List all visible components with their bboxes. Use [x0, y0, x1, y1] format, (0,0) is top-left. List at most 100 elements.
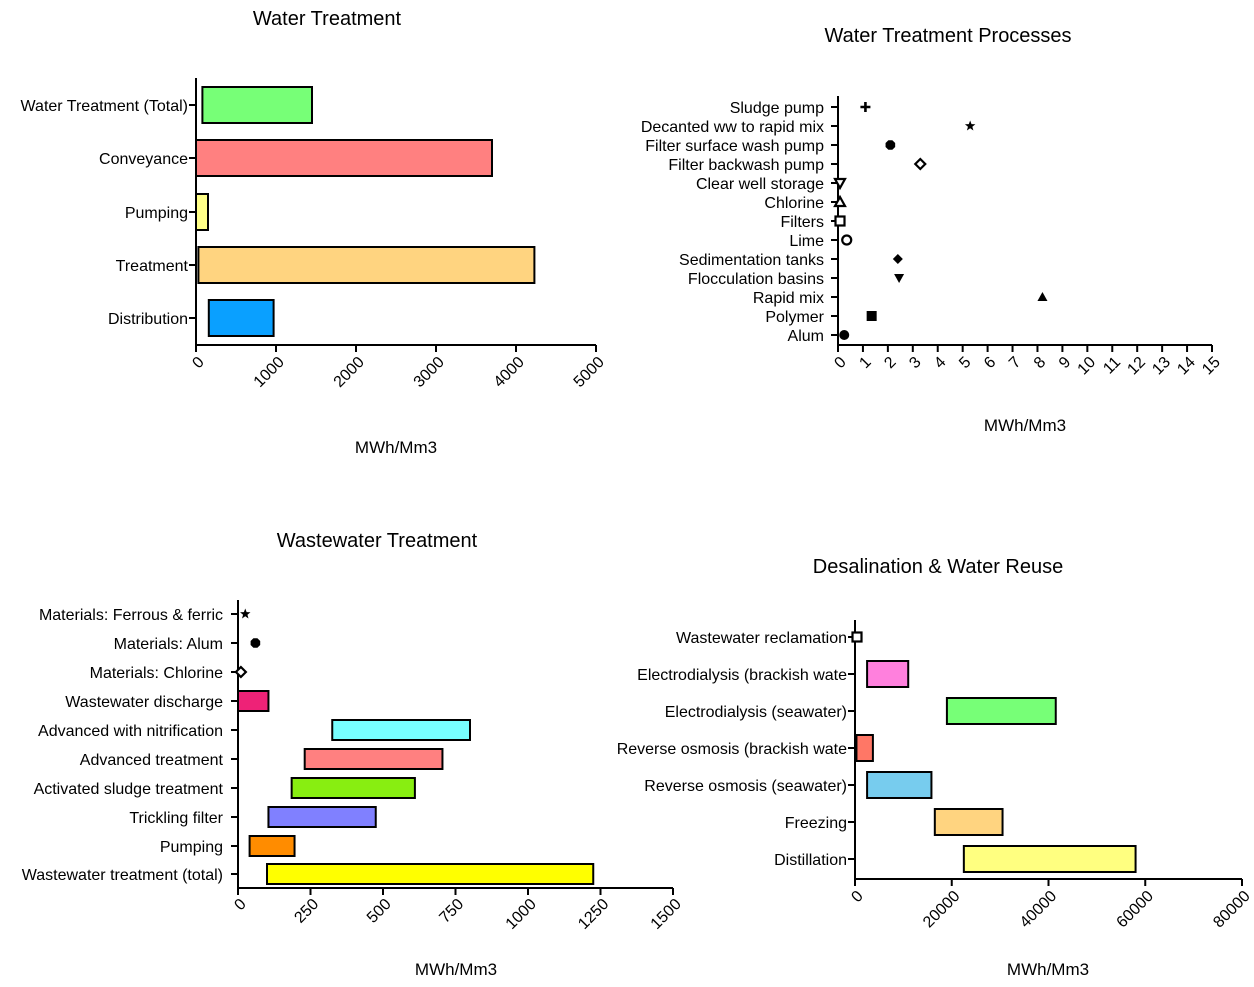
category-label: Electrodialysis (seawater): [665, 704, 847, 721]
category-label: Water Treatment (Total): [21, 98, 188, 115]
data-point: [913, 157, 927, 171]
x-tick-label: 5000: [571, 354, 608, 391]
data-point: [851, 631, 863, 643]
bar-7: [290, 777, 416, 799]
x-tick-label: 5: [956, 354, 974, 372]
x-tick-label: 14: [1174, 354, 1199, 379]
subplot-2: Water Treatment Processes Sludge pump Deca…: [641, 25, 1224, 435]
data-point: [892, 254, 903, 264]
x-tick-label: 1000: [503, 896, 540, 933]
x-tick-label: 250: [291, 896, 322, 927]
x-tick-label: 11: [1100, 354, 1124, 378]
category-label: Trickling filter: [129, 810, 223, 827]
category-label: Polymer: [765, 309, 824, 326]
subplot-4: Desalination & Water Reuse Wastewater rec…: [617, 556, 1254, 979]
x-tick-label: 12: [1124, 354, 1149, 379]
category-label: Rapid mix: [753, 290, 824, 307]
bar-3: [945, 697, 1057, 725]
bar-3: [195, 193, 209, 231]
category-label: Materials: Alum: [114, 636, 223, 653]
bar-4: [237, 690, 270, 712]
bar-6: [303, 748, 444, 770]
bar-5: [866, 771, 933, 799]
x-tick-label: 13: [1149, 354, 1174, 379]
x-tick-label: 1500: [648, 896, 685, 933]
x-tick-label: 0: [231, 896, 249, 914]
chart-title: Desalination & Water Reuse: [813, 556, 1064, 578]
category-label: Conveyance: [99, 151, 188, 168]
category-label: Alum: [788, 328, 824, 345]
data-point: [885, 140, 896, 150]
category-label: Lime: [789, 233, 824, 250]
x-tick-label: 4: [931, 354, 949, 372]
bar-5: [207, 299, 275, 337]
data-point: [839, 330, 850, 340]
x-tick-label: 40000: [1017, 888, 1061, 932]
x-tick-label: 7: [1006, 354, 1024, 372]
category-label: Wastewater discharge: [65, 694, 223, 711]
category-label: Filters: [780, 214, 824, 231]
bar-1: [201, 86, 313, 124]
category-label: Freezing: [785, 815, 847, 832]
x-tick-label: 20000: [920, 888, 964, 932]
chart-title: Wastewater Treatment: [277, 530, 478, 552]
data-point: [894, 274, 905, 283]
x-tick-label: 500: [364, 896, 395, 927]
category-label: Electrodialysis (brackish wate: [637, 667, 847, 684]
data-point: [834, 215, 846, 227]
x-tick-label: 6: [981, 354, 999, 372]
bar-2: [195, 139, 493, 177]
x-tick-label: 1000: [251, 354, 288, 391]
x-tick-label: 750: [436, 896, 467, 927]
x-tick-label: 1250: [575, 896, 612, 933]
x-tick-label: 8: [1031, 354, 1049, 372]
x-tick-label: 1: [856, 354, 874, 372]
category-label: Sedimentation tanks: [679, 252, 824, 269]
x-tick-label: 9: [1056, 354, 1074, 372]
x-tick-label: 60000: [1114, 888, 1158, 932]
data-point: [866, 311, 877, 321]
category-label: Materials: Chlorine: [90, 665, 223, 682]
category-label: Wastewater treatment (total): [22, 867, 223, 884]
category-label: Wastewater reclamation: [676, 630, 847, 647]
data-point: [833, 177, 847, 191]
data-point: [240, 608, 251, 619]
category-label: Flocculation basins: [688, 271, 824, 288]
bar-4: [855, 734, 874, 762]
data-point: [250, 638, 261, 648]
bar-7: [962, 845, 1137, 873]
category-label: Chlorine: [764, 195, 824, 212]
x-axis-label: MWh/Mm3: [984, 416, 1066, 435]
data-point: [833, 194, 847, 208]
x-tick-label: 0: [848, 888, 866, 906]
data-point: [841, 234, 853, 246]
category-label: Advanced treatment: [80, 752, 224, 769]
x-tick-label: 2000: [331, 354, 368, 391]
x-axis-label: MWh/Mm3: [355, 438, 437, 457]
bar-6: [933, 808, 1004, 836]
category-label: Activated sludge treatment: [34, 781, 224, 798]
bar-10: [266, 863, 595, 885]
category-label: Treatment: [116, 258, 189, 275]
chart-title: Water Treatment: [253, 8, 402, 30]
data-point: [234, 665, 248, 679]
x-tick-label: 10: [1075, 354, 1100, 379]
category-label: Distillation: [774, 852, 847, 869]
category-label: Distribution: [108, 311, 188, 328]
category-label: Clear well storage: [696, 176, 824, 193]
x-tick-label: 3: [906, 354, 924, 372]
chart-title: Water Treatment Processes: [824, 25, 1071, 47]
category-label: Pumping: [125, 205, 188, 222]
x-tick-label: 2: [881, 354, 899, 372]
category-label: Reverse osmosis (seawater): [644, 778, 847, 795]
subplot-3: Wastewater Treatment Materials: Ferrous &…: [22, 530, 685, 979]
x-tick-label: 3000: [411, 354, 448, 391]
x-tick-label: 15: [1199, 354, 1224, 379]
category-label: Filter surface wash pump: [645, 138, 824, 155]
data-point: [860, 102, 871, 112]
category-label: Filter backwash pump: [668, 157, 824, 174]
data-point: [964, 120, 976, 131]
bar-8: [267, 806, 377, 828]
